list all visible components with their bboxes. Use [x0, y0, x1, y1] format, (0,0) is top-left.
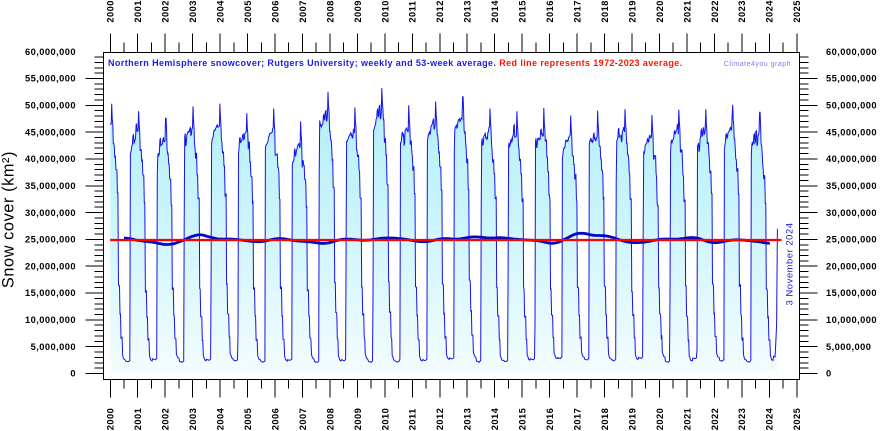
svg-text:2010: 2010 [380, 408, 390, 430]
svg-text:2009: 2009 [353, 408, 363, 430]
svg-text:2012: 2012 [435, 408, 445, 430]
svg-text:2017: 2017 [572, 408, 582, 430]
svg-text:45,000,000: 45,000,000 [826, 127, 877, 137]
svg-text:2002: 2002 [161, 408, 171, 430]
svg-text:2005: 2005 [243, 408, 253, 430]
svg-text:2009: 2009 [353, 0, 363, 22]
svg-text:2010: 2010 [380, 0, 390, 22]
svg-text:2025: 2025 [792, 408, 802, 430]
svg-text:30,000,000: 30,000,000 [826, 208, 877, 218]
svg-text:0: 0 [70, 369, 76, 379]
svg-text:2001: 2001 [133, 0, 143, 22]
svg-text:2023: 2023 [737, 0, 747, 22]
svg-text:2006: 2006 [270, 408, 280, 430]
svg-text:2012: 2012 [435, 0, 445, 22]
svg-text:2013: 2013 [463, 408, 473, 430]
svg-text:5,000,000: 5,000,000 [31, 342, 76, 352]
svg-text:3 November 2024: 3 November 2024 [785, 222, 796, 305]
svg-text:2011: 2011 [408, 1, 418, 23]
svg-text:2021: 2021 [682, 0, 692, 22]
svg-text:Northern Hemisphere snowcover: Northern Hemisphere snowcover; Rutgers U… [108, 58, 683, 68]
svg-text:2024: 2024 [765, 407, 775, 430]
svg-text:2007: 2007 [298, 0, 308, 22]
svg-text:15,000,000: 15,000,000 [25, 288, 76, 298]
svg-text:2000: 2000 [106, 0, 116, 22]
svg-text:2013: 2013 [463, 0, 473, 22]
svg-text:2022: 2022 [710, 408, 720, 430]
svg-text:30,000,000: 30,000,000 [25, 208, 76, 218]
svg-text:10,000,000: 10,000,000 [826, 315, 877, 325]
svg-text:10,000,000: 10,000,000 [25, 315, 76, 325]
svg-text:60,000,000: 60,000,000 [25, 47, 76, 57]
svg-text:2016: 2016 [545, 408, 555, 430]
svg-text:2018: 2018 [600, 0, 610, 22]
svg-text:2020: 2020 [655, 408, 665, 430]
svg-text:55,000,000: 55,000,000 [25, 74, 76, 84]
svg-text:2004: 2004 [215, 0, 225, 23]
svg-text:2025: 2025 [792, 0, 802, 22]
svg-text:20,000,000: 20,000,000 [826, 261, 877, 271]
svg-text:2003: 2003 [188, 0, 198, 22]
svg-text:35,000,000: 35,000,000 [826, 181, 877, 191]
svg-text:2004: 2004 [215, 407, 225, 430]
svg-text:60,000,000: 60,000,000 [826, 47, 877, 57]
svg-text:2015: 2015 [518, 408, 528, 430]
svg-text:2014: 2014 [490, 0, 500, 23]
svg-text:45,000,000: 45,000,000 [25, 127, 76, 137]
svg-text:5,000,000: 5,000,000 [826, 342, 871, 352]
svg-text:55,000,000: 55,000,000 [826, 74, 877, 84]
svg-text:2007: 2007 [298, 408, 308, 430]
svg-text:2006: 2006 [270, 0, 280, 22]
svg-text:0: 0 [826, 369, 832, 379]
svg-text:Snow cover (km²): Snow cover (km²) [0, 151, 18, 288]
svg-text:2008: 2008 [325, 408, 335, 430]
svg-text:Climate4you graph: Climate4you graph [724, 61, 791, 68]
svg-text:2005: 2005 [243, 0, 253, 22]
svg-text:2015: 2015 [518, 0, 528, 22]
svg-text:2000: 2000 [106, 408, 116, 430]
svg-text:2020: 2020 [655, 0, 665, 22]
svg-text:40,000,000: 40,000,000 [25, 154, 76, 164]
svg-text:50,000,000: 50,000,000 [25, 101, 76, 111]
svg-text:40,000,000: 40,000,000 [826, 154, 877, 164]
svg-text:2023: 2023 [737, 408, 747, 430]
svg-text:2014: 2014 [490, 407, 500, 430]
svg-text:2019: 2019 [627, 408, 637, 430]
svg-text:2018: 2018 [600, 408, 610, 430]
svg-text:2008: 2008 [325, 0, 335, 22]
svg-text:2024: 2024 [765, 0, 775, 23]
svg-text:35,000,000: 35,000,000 [25, 181, 76, 191]
svg-text:15,000,000: 15,000,000 [826, 288, 877, 298]
svg-text:2022: 2022 [710, 0, 720, 22]
svg-text:25,000,000: 25,000,000 [25, 235, 76, 245]
svg-text:2001: 2001 [133, 408, 143, 430]
svg-text:2017: 2017 [572, 0, 582, 22]
svg-text:2002: 2002 [161, 0, 171, 22]
svg-text:25,000,000: 25,000,000 [826, 235, 877, 245]
svg-text:2011: 2011 [408, 408, 418, 430]
svg-text:2003: 2003 [188, 408, 198, 430]
svg-text:20,000,000: 20,000,000 [25, 261, 76, 271]
svg-text:2021: 2021 [682, 408, 692, 430]
svg-text:2019: 2019 [627, 0, 637, 22]
svg-text:50,000,000: 50,000,000 [826, 101, 877, 111]
svg-text:2016: 2016 [545, 0, 555, 22]
